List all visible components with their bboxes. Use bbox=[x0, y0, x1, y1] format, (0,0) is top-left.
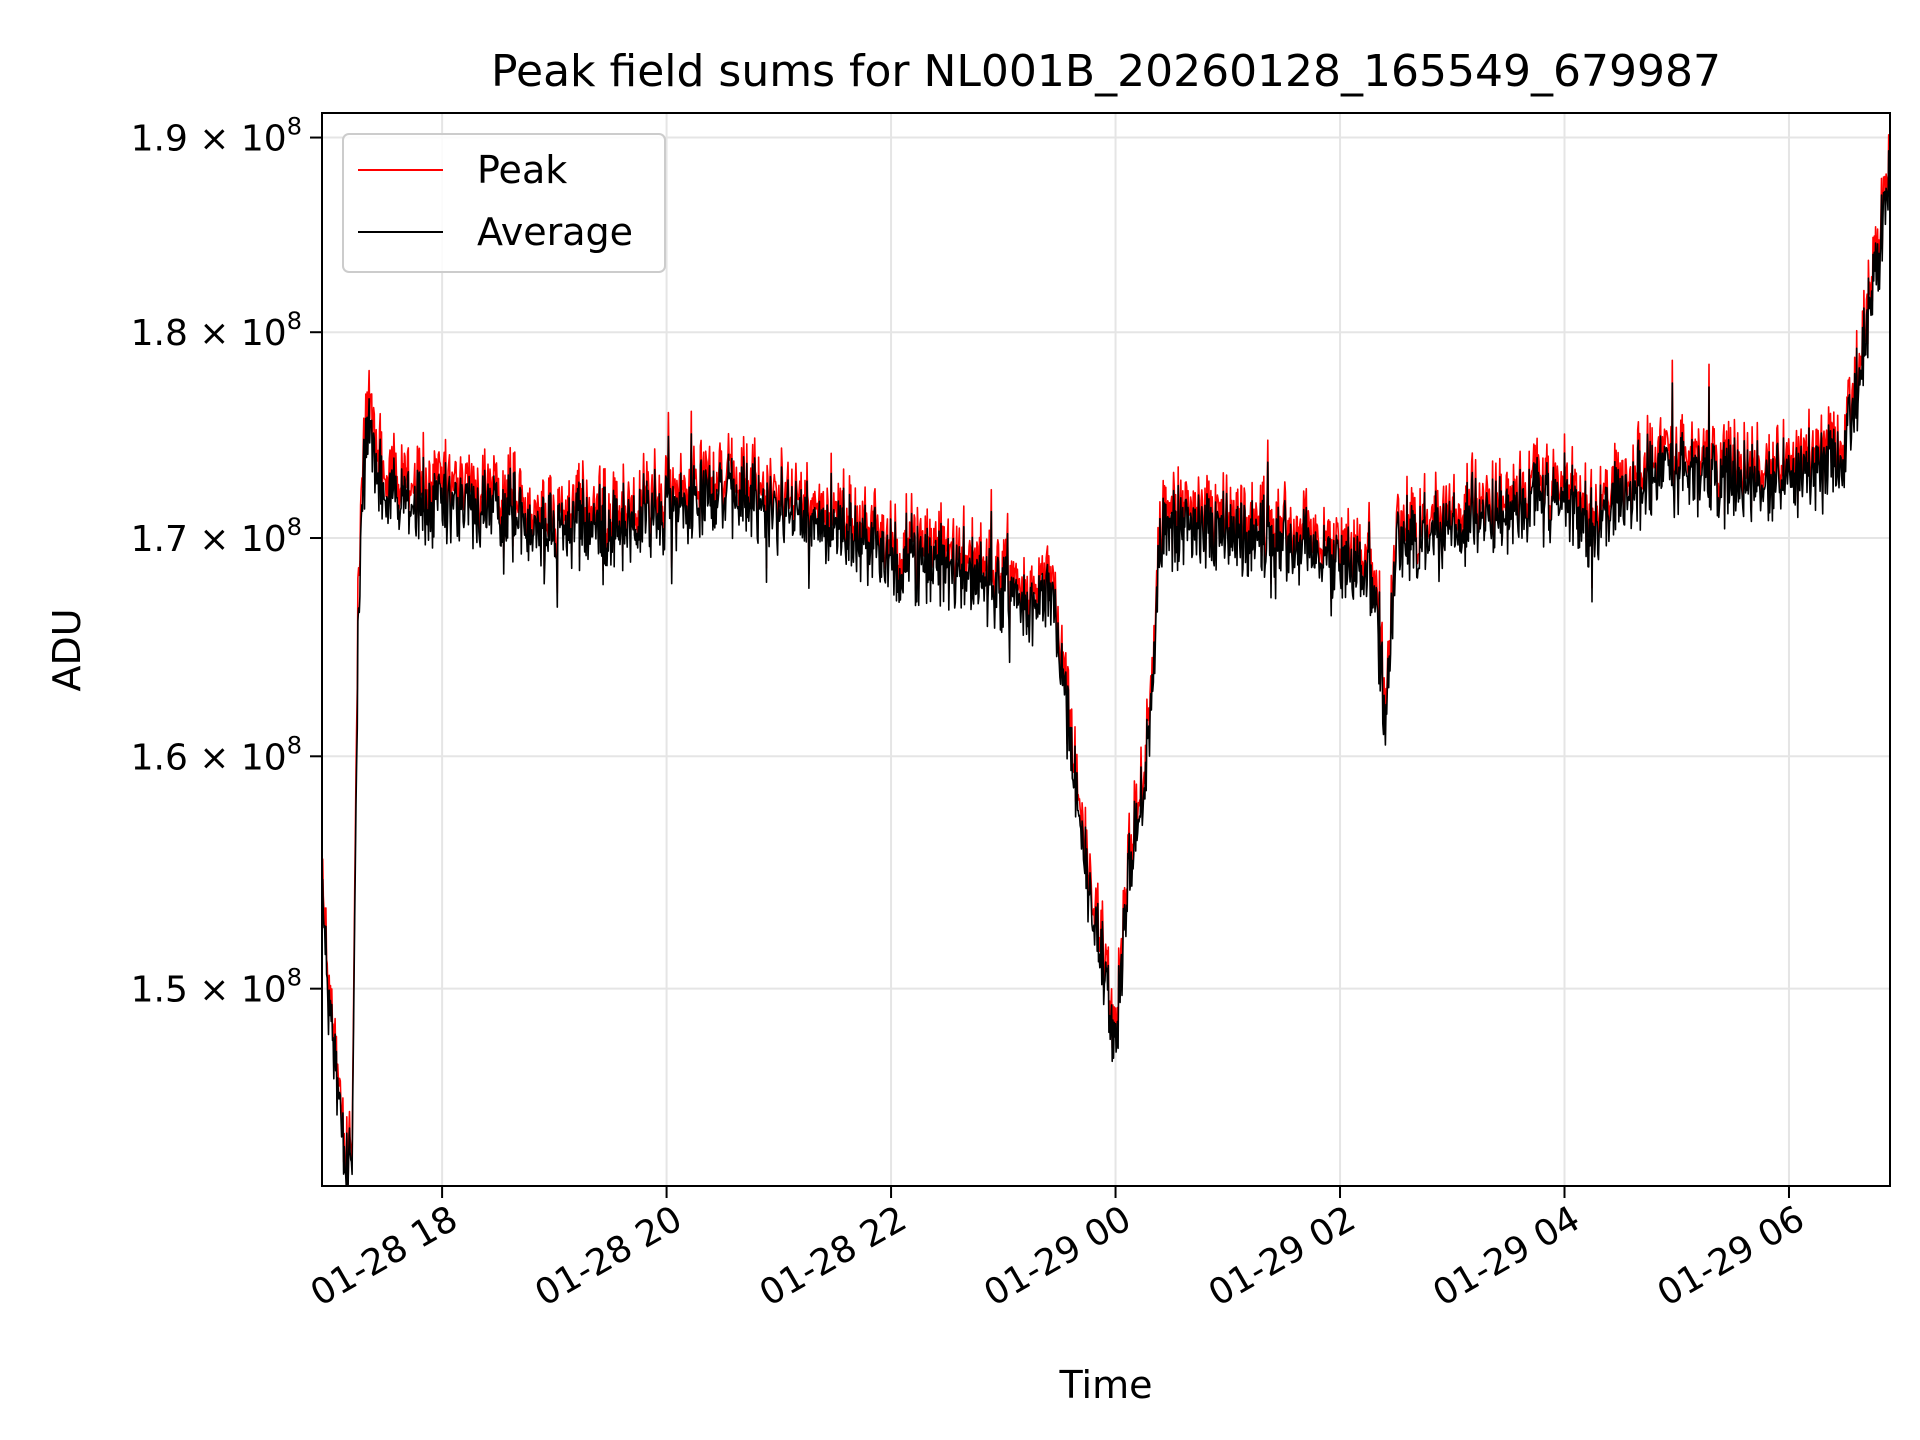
legend-box bbox=[342, 133, 666, 273]
y-tick-label: 1.8 × 108 bbox=[131, 307, 302, 354]
series-line-average bbox=[321, 150, 1891, 1187]
legend-average-label: Average bbox=[477, 210, 633, 254]
legend-peak-label: Peak bbox=[477, 148, 567, 192]
series-layer bbox=[321, 134, 1891, 1187]
legend: Peak Average bbox=[342, 133, 666, 273]
y-tick-label: 1.6 × 108 bbox=[131, 731, 302, 778]
y-ticks: 1.5 × 108 1.6 × 108 1.7 × 108 1.8 × 108 1.9 … bbox=[131, 113, 322, 1011]
y-tick-label: 1.9 × 108 bbox=[131, 113, 302, 160]
chart-title: Peak field sums for NL001B_20260128_1655… bbox=[491, 46, 1721, 97]
y-tick-label: 1.7 × 108 bbox=[131, 513, 302, 560]
series-line-peak bbox=[321, 134, 1891, 1185]
y-axis-label: ADU bbox=[45, 608, 89, 691]
x-axis-label: Time bbox=[1059, 1363, 1153, 1407]
plot-frame bbox=[321, 112, 1891, 1187]
y-tick-label: 1.5 × 108 bbox=[131, 964, 302, 1011]
